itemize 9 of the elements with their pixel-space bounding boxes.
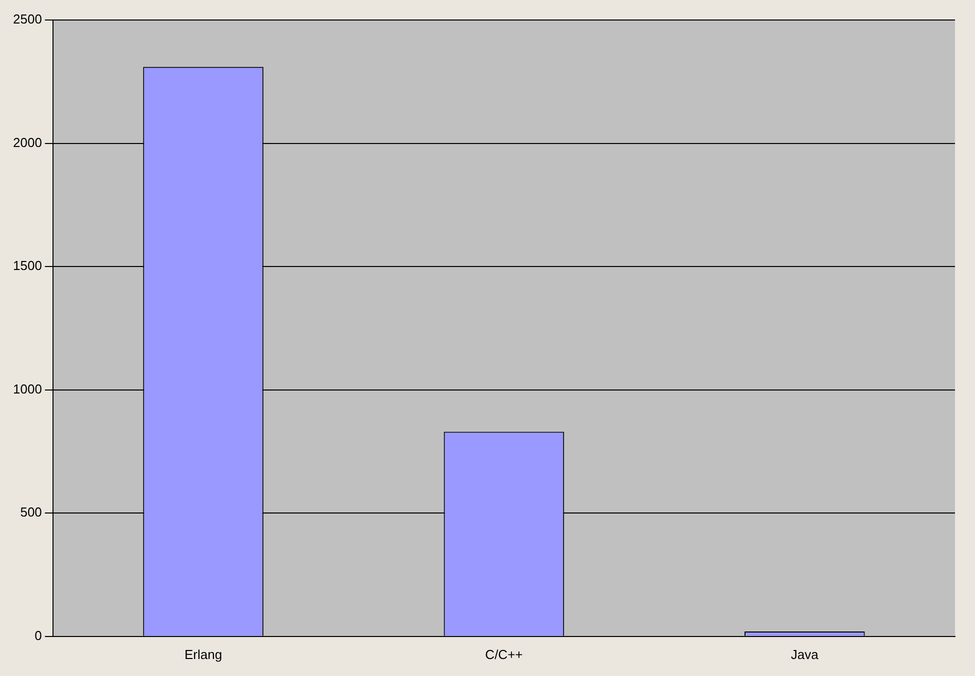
y-tick-label: 500 bbox=[20, 504, 42, 520]
y-tick-label: 1000 bbox=[13, 381, 42, 396]
x-tick-label: Erlang bbox=[184, 646, 222, 662]
y-tick-label: 0 bbox=[34, 628, 42, 643]
y-tick-label: 1500 bbox=[13, 258, 42, 274]
y-tick-label: 2500 bbox=[13, 12, 42, 27]
y-tick-label: 2000 bbox=[13, 134, 42, 150]
x-tick-label: Java bbox=[790, 646, 820, 662]
x-tick-label: C/C++ bbox=[485, 646, 523, 662]
